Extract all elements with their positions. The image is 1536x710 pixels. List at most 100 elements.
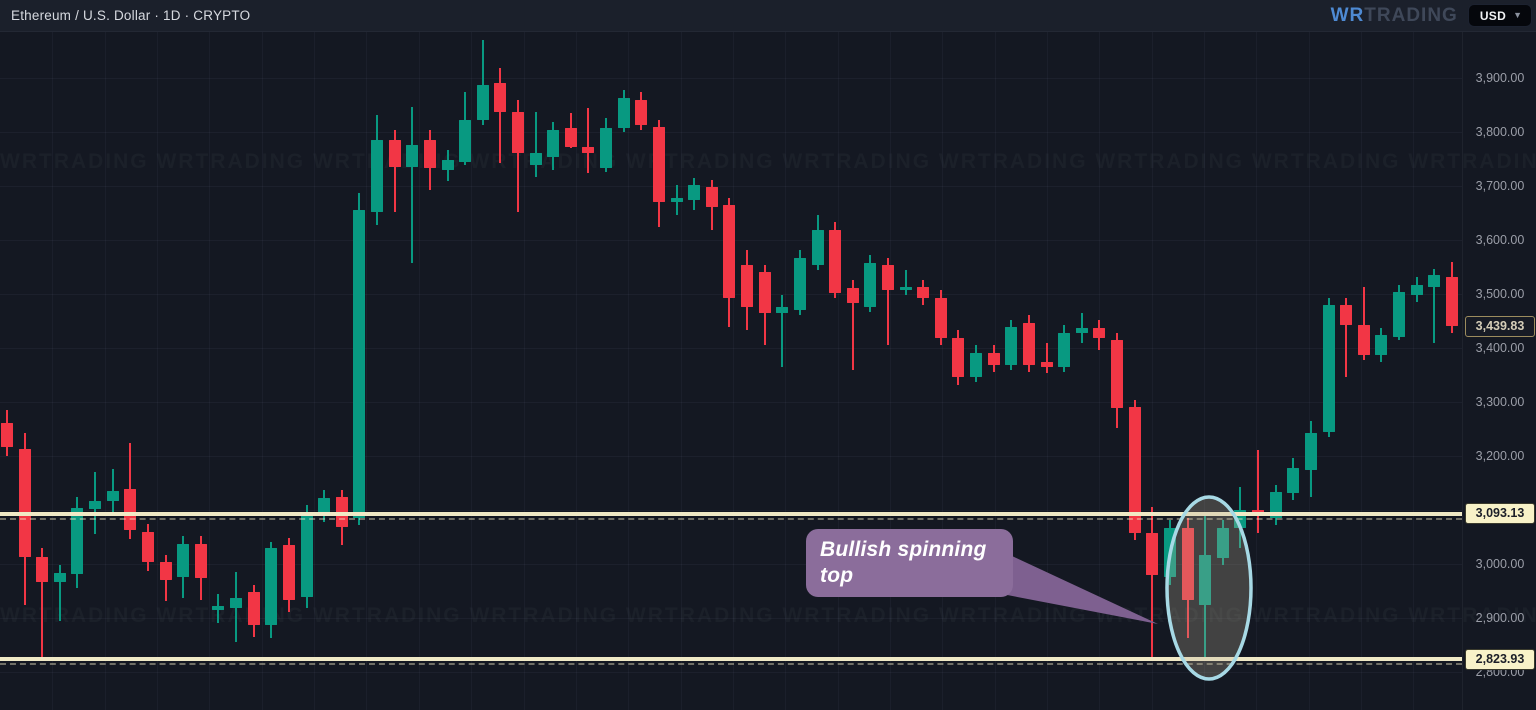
logo-wr: WR xyxy=(1330,5,1365,26)
h-gridline xyxy=(0,348,1462,349)
price-axis-label: 3,800.00 xyxy=(1475,125,1525,139)
h-gridline xyxy=(0,186,1462,187)
candle xyxy=(652,127,665,203)
candle-wick xyxy=(516,100,519,212)
candle xyxy=(1128,406,1141,534)
candle xyxy=(529,153,542,165)
candle xyxy=(318,498,331,515)
candle xyxy=(1269,492,1282,519)
candle xyxy=(1058,332,1071,367)
candle xyxy=(917,286,930,298)
candle-wick xyxy=(1257,450,1260,534)
price-axis-label: 3,700.00 xyxy=(1475,179,1525,193)
candle xyxy=(564,128,577,148)
candle xyxy=(1111,339,1124,408)
candle xyxy=(423,140,436,169)
h-gridline xyxy=(0,456,1462,457)
candle xyxy=(1410,284,1423,296)
h-gridline xyxy=(0,672,1462,673)
candle xyxy=(617,97,630,129)
candle xyxy=(494,82,507,113)
price-axis-label: 3,500.00 xyxy=(1475,287,1525,301)
candle xyxy=(1357,324,1370,355)
candle xyxy=(18,448,31,557)
candle xyxy=(1005,326,1018,365)
candle xyxy=(265,547,278,626)
v-gridline xyxy=(209,32,211,710)
candle xyxy=(1075,328,1088,333)
candle xyxy=(670,197,683,203)
candle xyxy=(811,229,824,265)
candle xyxy=(247,592,260,626)
price-axis-label: 3,000.00 xyxy=(1475,557,1525,571)
price-axis-label: 2,900.00 xyxy=(1475,611,1525,625)
candle xyxy=(53,573,66,582)
v-gridline xyxy=(1361,32,1363,710)
candle xyxy=(1022,323,1035,365)
candle xyxy=(230,598,243,608)
price-level-line-dashed xyxy=(0,663,1462,666)
candle xyxy=(371,140,384,212)
v-gridline xyxy=(837,32,839,710)
candle xyxy=(459,120,472,163)
annotation-text: Bullish spinning top xyxy=(820,538,987,587)
candle-wick xyxy=(851,279,854,371)
candle-wick xyxy=(41,547,44,661)
candle xyxy=(987,352,1000,365)
candle xyxy=(300,513,313,597)
candle-wick xyxy=(111,468,114,513)
h-gridline xyxy=(0,132,1462,133)
candle xyxy=(970,352,983,378)
candle xyxy=(1216,527,1229,559)
currency-dropdown[interactable]: USD ▼ xyxy=(1467,4,1532,27)
candle xyxy=(1322,304,1335,433)
candle-wick xyxy=(1362,286,1365,360)
candle xyxy=(952,337,965,378)
candle xyxy=(89,500,102,509)
v-gridline xyxy=(942,32,944,710)
price-axis-label: 3,200.00 xyxy=(1475,449,1525,463)
price-axis[interactable]: 3,093.13 2,823.93 3,900.00 3,800.00 3,700.00… xyxy=(1462,32,1536,710)
price-axis-label: 3,300.00 xyxy=(1475,395,1525,409)
annotation-callout[interactable]: Bullish spinning top xyxy=(806,529,1013,597)
candle-wick xyxy=(481,40,484,125)
candle xyxy=(547,129,560,157)
price-level-line[interactable] xyxy=(0,511,1462,516)
candle xyxy=(600,128,613,169)
last-price-badge: 3,439.83 xyxy=(1465,315,1535,337)
candle xyxy=(441,160,454,170)
candle xyxy=(582,147,595,154)
candle-wick xyxy=(1433,269,1436,344)
h-gridline xyxy=(0,510,1462,511)
candle-wick xyxy=(587,108,590,174)
price-level-line[interactable] xyxy=(0,657,1462,662)
currency-value: USD xyxy=(1479,8,1507,23)
price-axis-label: 3,400.00 xyxy=(1475,341,1525,355)
candle xyxy=(1287,467,1300,494)
v-gridline xyxy=(523,32,525,710)
candle xyxy=(511,112,524,154)
candle xyxy=(353,209,366,519)
v-gridline xyxy=(994,32,996,710)
v-gridline xyxy=(418,32,420,710)
candle-wick xyxy=(1080,312,1083,344)
logo-trading: TRADING xyxy=(1364,5,1458,26)
candle xyxy=(282,545,295,601)
candle xyxy=(406,144,419,168)
v-gridline xyxy=(1151,32,1153,710)
price-level-line-dashed xyxy=(0,517,1462,520)
v-gridline xyxy=(471,32,473,710)
candle xyxy=(106,491,119,501)
v-gridline xyxy=(575,32,577,710)
v-gridline xyxy=(366,32,368,710)
candlestick-plot-area[interactable]: WRTRADING WRTRADING WRTRADING WRTRADING … xyxy=(0,32,1536,710)
candle xyxy=(688,184,701,201)
candle-wick xyxy=(781,295,784,367)
candle xyxy=(1392,291,1405,338)
candle xyxy=(1375,335,1388,355)
v-gridline xyxy=(1204,32,1206,710)
candle-wick xyxy=(393,129,396,212)
price-level-badge: 3,093.13 xyxy=(1465,503,1535,525)
candle xyxy=(71,507,84,575)
